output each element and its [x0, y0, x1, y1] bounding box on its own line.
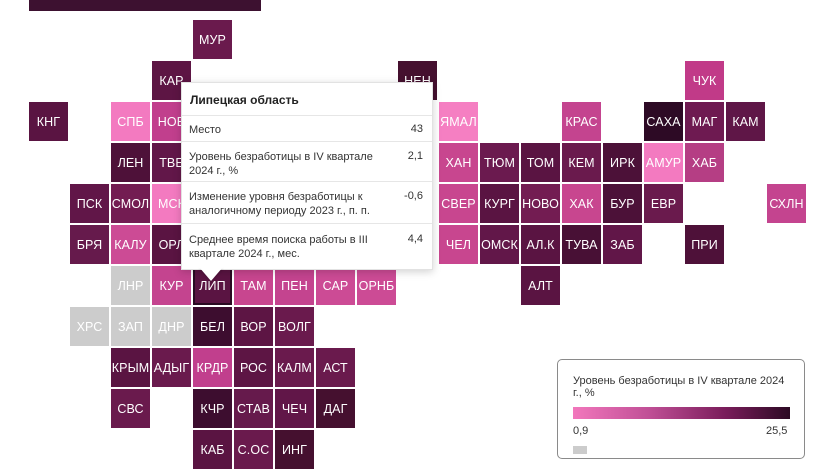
region-tile-бря[interactable]: БРЯ: [70, 225, 109, 264]
region-tile-хак[interactable]: ХАК: [562, 184, 601, 223]
region-tile-крас[interactable]: КРАС: [562, 102, 601, 141]
tooltip-row: Изменение уровня безработицы к аналогичн…: [182, 181, 432, 224]
tooltip-row-value: 2,1: [407, 150, 423, 162]
region-tile-крдр[interactable]: КРДР: [193, 348, 232, 387]
legend-no-data-swatch: [573, 446, 587, 454]
region-tile-кург[interactable]: КУРГ: [480, 184, 519, 223]
region-tile-ирк[interactable]: ИРК: [603, 143, 642, 182]
region-tile-днр[interactable]: ДНР: [152, 307, 191, 346]
region-tile-смол[interactable]: СМОЛ: [111, 184, 150, 223]
region-tooltip: Липецкая область Место 43 Уровень безраб…: [181, 82, 433, 270]
region-tile-кем[interactable]: КЕМ: [562, 143, 601, 182]
region-tile-алт[interactable]: АЛТ: [521, 266, 560, 305]
region-tile-бел[interactable]: БЕЛ: [193, 307, 232, 346]
tooltip-row-label: Изменение уровня безработицы к аналогичн…: [189, 191, 370, 217]
region-tile-даг[interactable]: ДАГ: [316, 389, 355, 428]
region-tile-ямал[interactable]: ЯМАЛ: [439, 102, 478, 141]
region-tile-лнр[interactable]: ЛНР: [111, 266, 150, 305]
region-tile-став[interactable]: СТАВ: [234, 389, 273, 428]
region-tile-схлн[interactable]: СХЛН: [767, 184, 806, 223]
region-tile-аст[interactable]: АСТ: [316, 348, 355, 387]
region-tile-при[interactable]: ПРИ: [685, 225, 724, 264]
region-tile-там[interactable]: ТАМ: [234, 266, 273, 305]
region-tile-тюм[interactable]: ТЮМ: [480, 143, 519, 182]
tooltip-pointer: [199, 267, 223, 281]
region-tile-маг[interactable]: МАГ: [685, 102, 724, 141]
legend-min-label: 0,9: [573, 425, 589, 437]
region-tile-калм[interactable]: КАЛМ: [275, 348, 314, 387]
region-tile-кнг[interactable]: КНГ: [29, 102, 68, 141]
region-tile-кам[interactable]: КАМ: [726, 102, 765, 141]
region-tile-ново[interactable]: НОВО: [521, 184, 560, 223]
tooltip-row-value: 43: [410, 123, 423, 135]
region-tile-хан[interactable]: ХАН: [439, 143, 478, 182]
legend-title: Уровень безработицы в IV квартале 2024 г…: [573, 375, 785, 399]
region-tile-чеч[interactable]: ЧЕЧ: [275, 389, 314, 428]
region-tile-свер[interactable]: СВЕР: [439, 184, 478, 223]
region-tile-волг[interactable]: ВОЛГ: [275, 307, 314, 346]
region-tile-адыг[interactable]: АДЫГ: [152, 348, 191, 387]
color-legend: Уровень безработицы в IV квартале 2024 г…: [557, 359, 805, 459]
legend-max-label: 25,5: [766, 425, 788, 437]
region-tile-заб[interactable]: ЗАБ: [603, 225, 642, 264]
region-tile-крым[interactable]: КРЫМ: [111, 348, 150, 387]
region-tile-пск[interactable]: ПСК: [70, 184, 109, 223]
region-tile-евр[interactable]: ЕВР: [644, 184, 683, 223]
region-tile-пен[interactable]: ПЕН: [275, 266, 314, 305]
region-tile-кур[interactable]: КУР: [152, 266, 191, 305]
region-tile-лен[interactable]: ЛЕН: [111, 143, 150, 182]
region-tile-бур[interactable]: БУР: [603, 184, 642, 223]
region-tile-зап[interactable]: ЗАП: [111, 307, 150, 346]
region-tile-сар[interactable]: САР: [316, 266, 355, 305]
tooltip-title: Липецкая область: [190, 93, 299, 107]
region-tile-ал.к[interactable]: АЛ.К: [521, 225, 560, 264]
header-bar: [29, 0, 261, 11]
region-tile-орнб[interactable]: ОРНБ: [357, 266, 396, 305]
region-tile-вор[interactable]: ВОР: [234, 307, 273, 346]
region-tile-спб[interactable]: СПБ: [111, 102, 150, 141]
tooltip-row: Среднее время поиска работы в III кварта…: [182, 223, 432, 270]
tooltip-row: Уровень безработицы в IV квартале 2024 г…: [182, 141, 432, 182]
tooltip-row-value: 4,4: [407, 233, 423, 245]
region-tile-чел[interactable]: ЧЕЛ: [439, 225, 478, 264]
region-tile-чук[interactable]: ЧУК: [685, 61, 724, 100]
region-tile-хрс[interactable]: ХРС: [70, 307, 109, 346]
legend-gradient-bar: [573, 407, 790, 419]
region-tile-амур[interactable]: АМУР: [644, 143, 683, 182]
tooltip-row-label: Уровень безработицы в IV квартале 2024 г…: [189, 151, 373, 177]
tooltip-row-label: Среднее время поиска работы в III кварта…: [189, 234, 368, 260]
tooltip-row-value: -0,6: [404, 190, 423, 202]
tooltip-row-label: Место: [189, 124, 221, 136]
region-tile-свс[interactable]: СВС: [111, 389, 150, 428]
region-tile-мур[interactable]: МУР: [193, 20, 232, 59]
region-tile-рос[interactable]: РОС: [234, 348, 273, 387]
tooltip-row: Место 43: [182, 115, 432, 142]
region-tile-саха[interactable]: САХА: [644, 102, 683, 141]
region-tile-кчр[interactable]: КЧР: [193, 389, 232, 428]
region-tile-тува[interactable]: ТУВА: [562, 225, 601, 264]
region-tile-омск[interactable]: ОМСК: [480, 225, 519, 264]
region-tile-хаб[interactable]: ХАБ: [685, 143, 724, 182]
region-tile-калу[interactable]: КАЛУ: [111, 225, 150, 264]
region-tile-том[interactable]: ТОМ: [521, 143, 560, 182]
